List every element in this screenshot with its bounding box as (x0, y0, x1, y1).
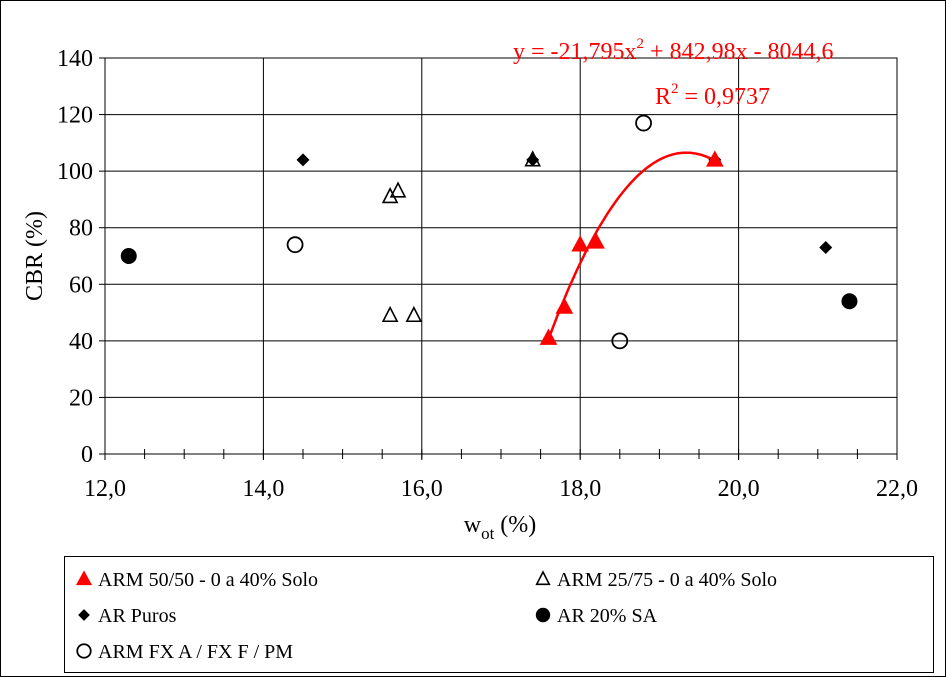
x-axis-label: wot (%) (464, 512, 537, 543)
legend-item: ARM FX A / FX F / PM (76, 641, 293, 663)
data-point (405, 305, 423, 323)
data-point (635, 114, 652, 132)
y-tick-label: 40 (69, 329, 93, 355)
data-point (555, 297, 574, 314)
y-axis-label: CBR (%) (22, 211, 48, 301)
data-point (611, 332, 629, 350)
legend-marker (75, 570, 93, 586)
y-tick-labels: 0 20 40 60 80 100 120 140 (57, 46, 93, 468)
legend-label: ARM 50/50 - 0 a 40% Solo (98, 569, 318, 591)
trendline-r2-sup: 2 (671, 81, 679, 97)
y-tick-label: 80 (69, 216, 93, 242)
legend-marker (535, 570, 551, 586)
data-point (389, 181, 407, 198)
legend-marker (78, 609, 90, 621)
trendline-equation: y = -21,795x2 + 842,98x - 8044,6 (513, 36, 834, 65)
trendline-r2-post: = 0,9737 (679, 84, 771, 110)
series-0 (539, 150, 724, 345)
x-tick-label: 14,0 (242, 476, 284, 502)
data-point (841, 293, 858, 310)
data-point (539, 328, 558, 345)
trendline-r2: R2 = 0,9737 (655, 81, 770, 110)
y-tick-label: 140 (57, 46, 93, 72)
legend-item: AR Puros (78, 605, 177, 627)
legend-label: ARM FX A / FX F / PM (98, 641, 293, 663)
data-point (286, 236, 304, 254)
trendline-equation-pre: y = -21,795x (513, 39, 637, 65)
data-point (381, 187, 399, 204)
data-point (524, 150, 541, 167)
legend-label: AR Puros (98, 605, 177, 627)
data-point (587, 232, 605, 249)
x-axis-label-subscript: ot (481, 524, 495, 543)
legend-marker (535, 607, 551, 623)
data-point (526, 153, 540, 167)
data-point (705, 150, 724, 167)
legend-item: ARM 50/50 - 0 a 40% Solo (75, 569, 318, 591)
data-point (819, 241, 833, 255)
x-tick-labels: 12,0 14,0 16,0 18,0 20,0 22,0 (84, 476, 918, 502)
x-minor-ticks (104, 449, 898, 459)
legend-label: ARM 25/75 - 0 a 40% Solo (557, 569, 777, 591)
y-tick-label: 20 (69, 385, 93, 411)
y-tick-label: 100 (57, 159, 93, 185)
x-tick-label: 18,0 (559, 476, 601, 502)
trendline-equation-sup: 2 (637, 36, 645, 52)
legend-marker (76, 643, 92, 659)
data-point (381, 305, 399, 323)
data-point (120, 248, 137, 264)
y-tick-label: 60 (69, 272, 93, 298)
data-series (120, 114, 858, 350)
series-3 (120, 248, 858, 310)
data-point (571, 235, 590, 252)
legend-item: AR 20% SA (535, 605, 658, 627)
x-axis-label-unit: (%) (494, 512, 536, 538)
x-tick-label: 16,0 (401, 476, 443, 502)
x-tick-label: 22,0 (876, 476, 918, 502)
x-tick-label: 20,0 (718, 476, 760, 502)
legend-item: ARM 25/75 - 0 a 40% Solo (535, 569, 777, 591)
series-1 (381, 150, 541, 323)
trendline-equation-post: + 842,98x - 8044,6 (644, 39, 834, 65)
y-tick-label: 120 (57, 103, 93, 129)
trendline-r2-pre: R (655, 84, 671, 110)
y-tick-label: 0 (81, 442, 93, 468)
series-4 (286, 114, 652, 350)
legend-box (64, 556, 934, 673)
legend-label: AR 20% SA (557, 605, 658, 627)
x-tick-label: 12,0 (84, 476, 126, 502)
trendline-curve (547, 151, 716, 340)
data-point (296, 153, 310, 167)
legend: ARM 50/50 - 0 a 40% Solo ARM 25/75 - 0 a … (75, 569, 777, 663)
x-axis-label-main: w (464, 512, 482, 538)
